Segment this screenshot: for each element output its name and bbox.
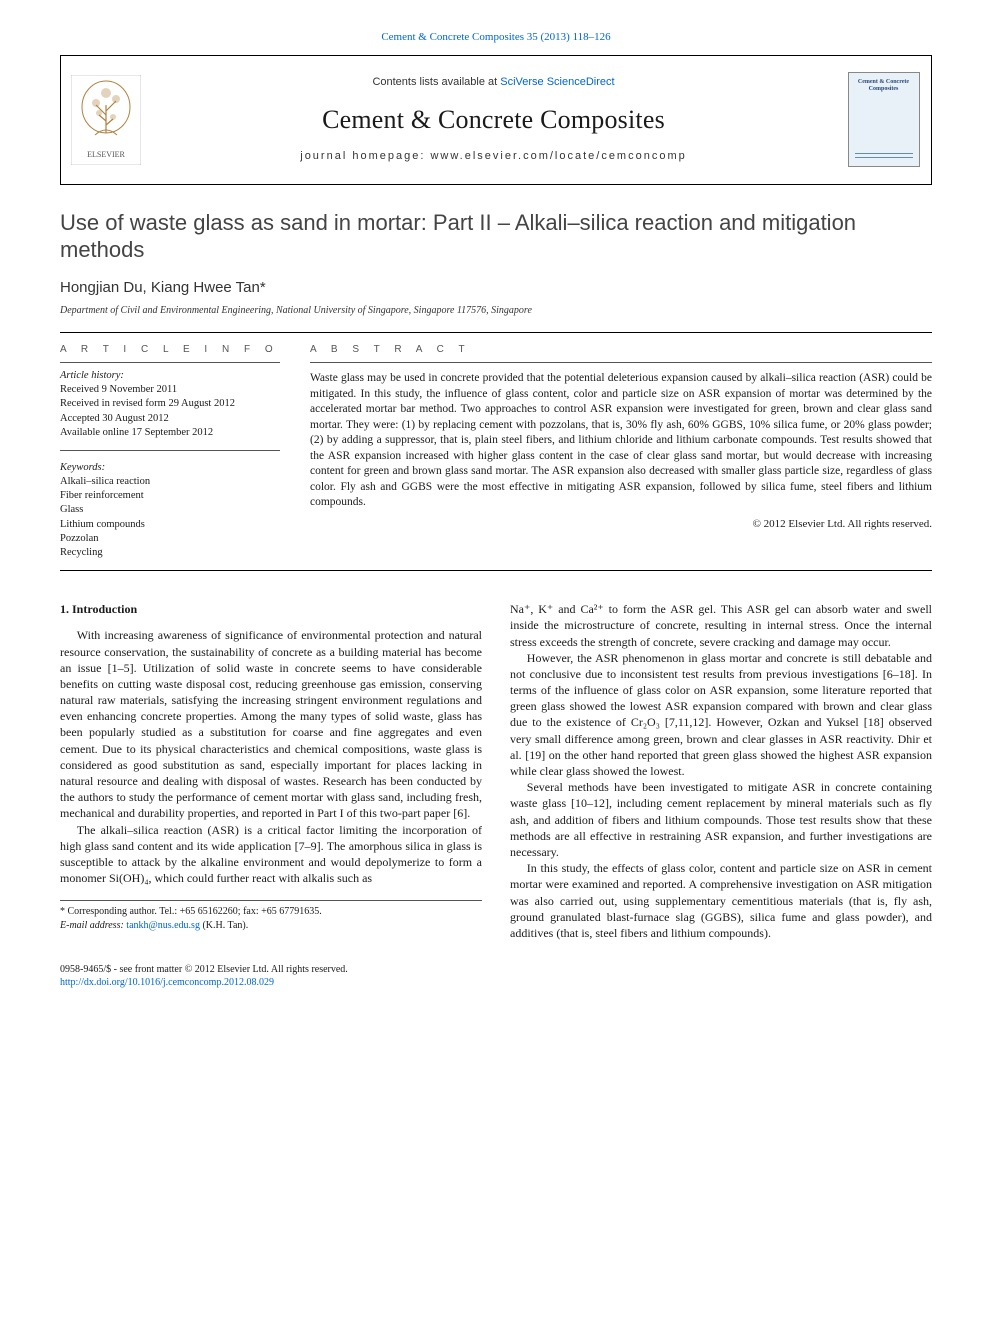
journal-name: Cement & Concrete Composites: [322, 102, 665, 137]
top-citation: Cement & Concrete Composites 35 (2013) 1…: [60, 30, 932, 45]
journal-cover: Cement & Concrete Composites: [836, 56, 931, 184]
rule-bottom: [60, 570, 932, 571]
corr-marker: *: [260, 279, 266, 296]
publisher-logo: ELSEVIER: [61, 56, 151, 184]
keyword: Pozzolan: [60, 532, 280, 546]
body-paragraph: Na⁺, K⁺ and Ca²⁺ to form the ASR gel. Th…: [510, 601, 932, 650]
rule-top: [60, 332, 932, 333]
affiliation: Department of Civil and Environmental En…: [60, 304, 932, 318]
corresponding-footnote: * Corresponding author. Tel.: +65 651622…: [60, 900, 482, 932]
doi-link[interactable]: http://dx.doi.org/10.1016/j.cemconcomp.2…: [60, 977, 274, 988]
footer-info: 0958-9465/$ - see front matter © 2012 El…: [60, 963, 932, 989]
issn-line: 0958-9465/$ - see front matter © 2012 El…: [60, 963, 932, 976]
article-title: Use of waste glass as sand in mortar: Pa…: [60, 209, 932, 264]
abstract-column: A B S T R A C T Waste glass may be used …: [310, 343, 932, 561]
header-center: Contents lists available at SciVerse Sci…: [151, 56, 836, 184]
history-revised: Received in revised form 29 August 2012: [60, 397, 280, 411]
info-abstract-row: A R T I C L E I N F O Article history: R…: [60, 343, 932, 561]
author-names: Hongjian Du, Kiang Hwee Tan: [60, 279, 260, 296]
history-online: Available online 17 September 2012: [60, 426, 280, 440]
keyword: Glass: [60, 503, 280, 517]
abstract-heading: A B S T R A C T: [310, 343, 932, 357]
email-suffix: (K.H. Tan).: [200, 920, 248, 931]
keyword: Recycling: [60, 546, 280, 560]
svg-text:ELSEVIER: ELSEVIER: [87, 150, 125, 159]
body-columns: 1. Introduction With increasing awarenes…: [60, 601, 932, 941]
journal-homepage: journal homepage: www.elsevier.com/locat…: [300, 149, 686, 164]
journal-cover-thumbnail: Cement & Concrete Composites: [848, 72, 920, 167]
article-info-heading: A R T I C L E I N F O: [60, 343, 280, 357]
journal-header: ELSEVIER Contents lists available at Sci…: [60, 55, 932, 185]
sciencedirect-link[interactable]: SciVerse ScienceDirect: [500, 76, 614, 88]
citation-link[interactable]: Cement & Concrete Composites 35 (2013) 1…: [381, 31, 610, 43]
keyword: Alkali–silica reaction: [60, 475, 280, 489]
keywords-label: Keywords:: [60, 461, 280, 475]
history-label: Article history:: [60, 369, 280, 383]
body-paragraph: With increasing awareness of significanc…: [60, 627, 482, 821]
section-1-heading: 1. Introduction: [60, 601, 482, 617]
body-paragraph: However, the ASR phenomenon in glass mor…: [510, 650, 932, 780]
keyword: Fiber reinforcement: [60, 489, 280, 503]
history-received: Received 9 November 2011: [60, 383, 280, 397]
authors: Hongjian Du, Kiang Hwee Tan*: [60, 278, 932, 298]
article-info: A R T I C L E I N F O Article history: R…: [60, 343, 280, 561]
email-label: E-mail address:: [60, 920, 126, 931]
keyword: Lithium compounds: [60, 518, 280, 532]
homepage-prefix: journal homepage:: [300, 150, 430, 162]
corr-author-line: * Corresponding author. Tel.: +65 651622…: [60, 905, 482, 919]
history-accepted: Accepted 30 August 2012: [60, 412, 280, 426]
homepage-url: www.elsevier.com/locate/cemconcomp: [430, 150, 686, 162]
contents-prefix: Contents lists available at: [372, 76, 500, 88]
cover-title: Cement & Concrete Composites: [849, 79, 919, 92]
body-paragraph: In this study, the effects of glass colo…: [510, 860, 932, 941]
body-paragraph: The alkali–silica reaction (ASR) is a cr…: [60, 822, 482, 887]
body-paragraph: Several methods have been investigated t…: [510, 779, 932, 860]
abstract-copyright: © 2012 Elsevier Ltd. All rights reserved…: [310, 517, 932, 532]
abstract-text: Waste glass may be used in concrete prov…: [310, 371, 932, 511]
elsevier-tree-icon: ELSEVIER: [71, 75, 141, 165]
contents-line: Contents lists available at SciVerse Sci…: [372, 75, 614, 90]
corr-email-link[interactable]: tankh@nus.edu.sg: [126, 920, 200, 931]
